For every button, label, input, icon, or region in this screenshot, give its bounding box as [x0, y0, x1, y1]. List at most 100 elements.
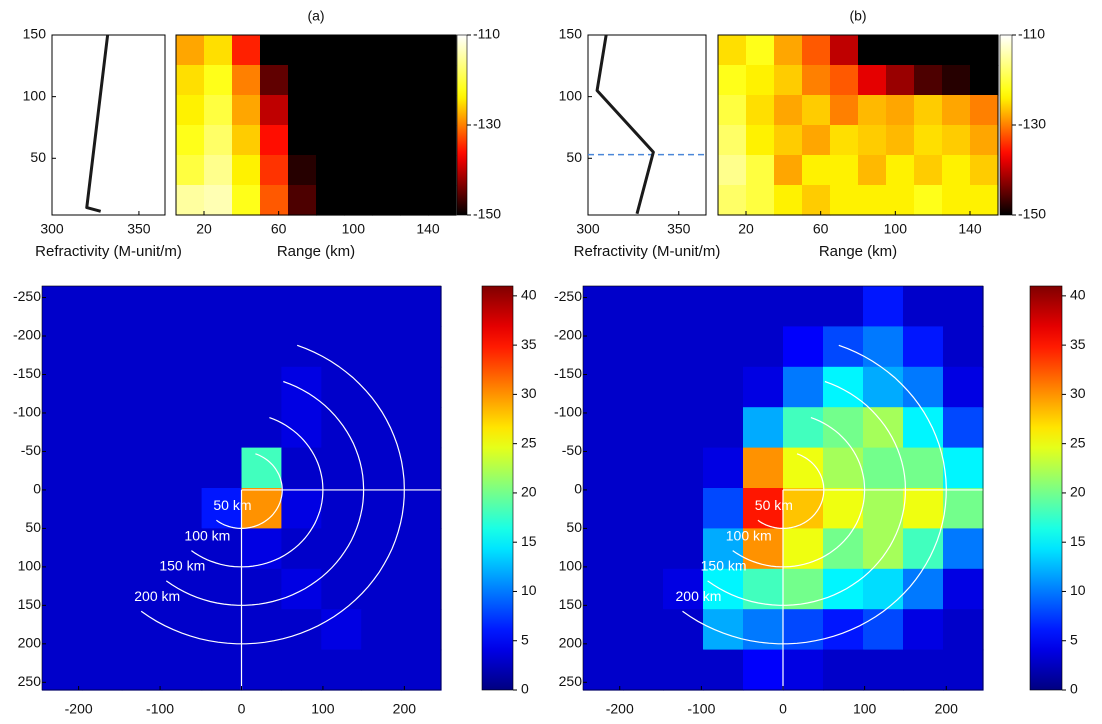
radar-cell — [903, 366, 944, 408]
profile-line — [595, 34, 655, 215]
heatmap-cell — [372, 65, 401, 96]
radar-cell — [743, 528, 784, 570]
y-tick-label: 100 — [559, 87, 583, 103]
colorbar-tick-label: 10 — [521, 582, 537, 598]
heatmap-cell — [802, 65, 831, 96]
heatmap-cell — [288, 185, 317, 216]
range-ring — [707, 380, 907, 606]
range-ring-label: 200 km — [134, 588, 180, 604]
radar-cell — [361, 649, 402, 691]
heatmap-cell — [428, 155, 457, 186]
heatmap-cell — [400, 155, 429, 186]
radar-cell — [583, 286, 624, 327]
radar-cell — [743, 286, 784, 327]
radar-cell — [663, 286, 704, 327]
y-tick-label: -250 — [13, 288, 41, 304]
radar-cell — [121, 366, 163, 408]
radar-cell — [663, 528, 704, 570]
heatmap-cell — [718, 65, 747, 96]
radar-cell — [623, 528, 664, 570]
y-tick-label: 50 — [25, 519, 41, 535]
radar-cell — [281, 407, 322, 449]
y-tick-label: 0 — [33, 481, 41, 497]
heatmap-cell — [802, 155, 831, 186]
range-ring — [732, 417, 866, 568]
colorbar-tick-label: -150 — [1018, 206, 1046, 222]
radar-cell — [943, 568, 984, 610]
radar-cell — [703, 366, 744, 408]
x-tick-label: 20 — [738, 221, 754, 237]
radar-cell — [161, 407, 203, 449]
heatmap-cell — [830, 65, 859, 96]
radar-cell — [42, 366, 83, 408]
heatmap-cell — [288, 125, 317, 156]
colorbar-tick-label: -130 — [473, 116, 501, 132]
radar-cell — [703, 407, 744, 449]
y-tick-label: -200 — [13, 327, 41, 343]
radar-cell — [903, 649, 944, 691]
radar-cell — [161, 488, 203, 529]
colorbar — [999, 34, 1013, 216]
x-tick-label: 200 — [393, 701, 417, 717]
radar-cell — [281, 366, 322, 408]
heatmap-cell — [886, 65, 915, 96]
x-tick-label: -200 — [65, 701, 93, 717]
heatmap-cell — [428, 65, 457, 96]
heatmap-cell — [176, 95, 205, 126]
colorbar-tick-label: -130 — [1018, 116, 1046, 132]
radar-cell — [783, 488, 824, 529]
radar-cell — [823, 407, 864, 449]
heatmap-cell — [858, 95, 887, 126]
x-tick-label: 140 — [958, 221, 982, 237]
profile-line — [85, 34, 110, 213]
radar-cell — [903, 447, 944, 489]
colorbar — [456, 34, 468, 216]
heatmap-cell — [914, 65, 943, 96]
colorbar-tick-label: 30 — [521, 385, 537, 401]
heatmap-cell — [746, 95, 775, 126]
x-tick-label: 0 — [238, 701, 246, 717]
x-tick-label: 350 — [667, 221, 691, 237]
radar-cell — [401, 488, 442, 529]
y-tick-label: 200 — [18, 635, 42, 651]
radar-cell — [863, 488, 904, 529]
radar-cell — [943, 286, 984, 327]
heatmap-cell — [718, 155, 747, 186]
radar-cell — [81, 649, 123, 691]
radar-cell — [943, 528, 984, 570]
radar-cell — [703, 649, 744, 691]
colorbar-tick-label: 25 — [1070, 434, 1086, 450]
radar-cell — [703, 528, 744, 570]
heatmap-cell — [232, 125, 261, 156]
radar-cell — [863, 407, 904, 449]
radar-cell — [201, 568, 243, 610]
radar-cell — [42, 649, 83, 691]
x-tick-label: 100 — [853, 701, 877, 717]
y-tick-label: 250 — [559, 673, 583, 689]
radar-cell — [321, 528, 362, 570]
x-tick-label: 200 — [935, 701, 959, 717]
heatmap-cell — [718, 185, 747, 216]
heatmap-cell — [204, 65, 233, 96]
radar-cell — [281, 528, 322, 570]
range-ring-label: 50 km — [213, 497, 251, 513]
radar-cell — [743, 568, 784, 610]
radar-cell — [321, 407, 362, 449]
radar-cell — [201, 326, 243, 368]
heatmap-cell — [316, 95, 345, 126]
heatmap-cell — [372, 95, 401, 126]
radar-cell — [121, 488, 163, 529]
radar-cell — [401, 649, 442, 691]
range-ring-label: 100 km — [726, 527, 772, 543]
colorbar-tick-label: 15 — [521, 533, 537, 549]
heatmap-cell — [400, 125, 429, 156]
colorbar — [1029, 285, 1063, 691]
heatmap-cell — [316, 185, 345, 216]
radar-cell — [863, 528, 904, 570]
y-tick-label: 100 — [18, 558, 42, 574]
radar-cell — [663, 649, 704, 691]
radar-cell — [703, 488, 744, 529]
radar-cell — [361, 286, 402, 327]
radar-cell — [863, 326, 904, 368]
colorbar-tick-label: -110 — [473, 26, 500, 42]
